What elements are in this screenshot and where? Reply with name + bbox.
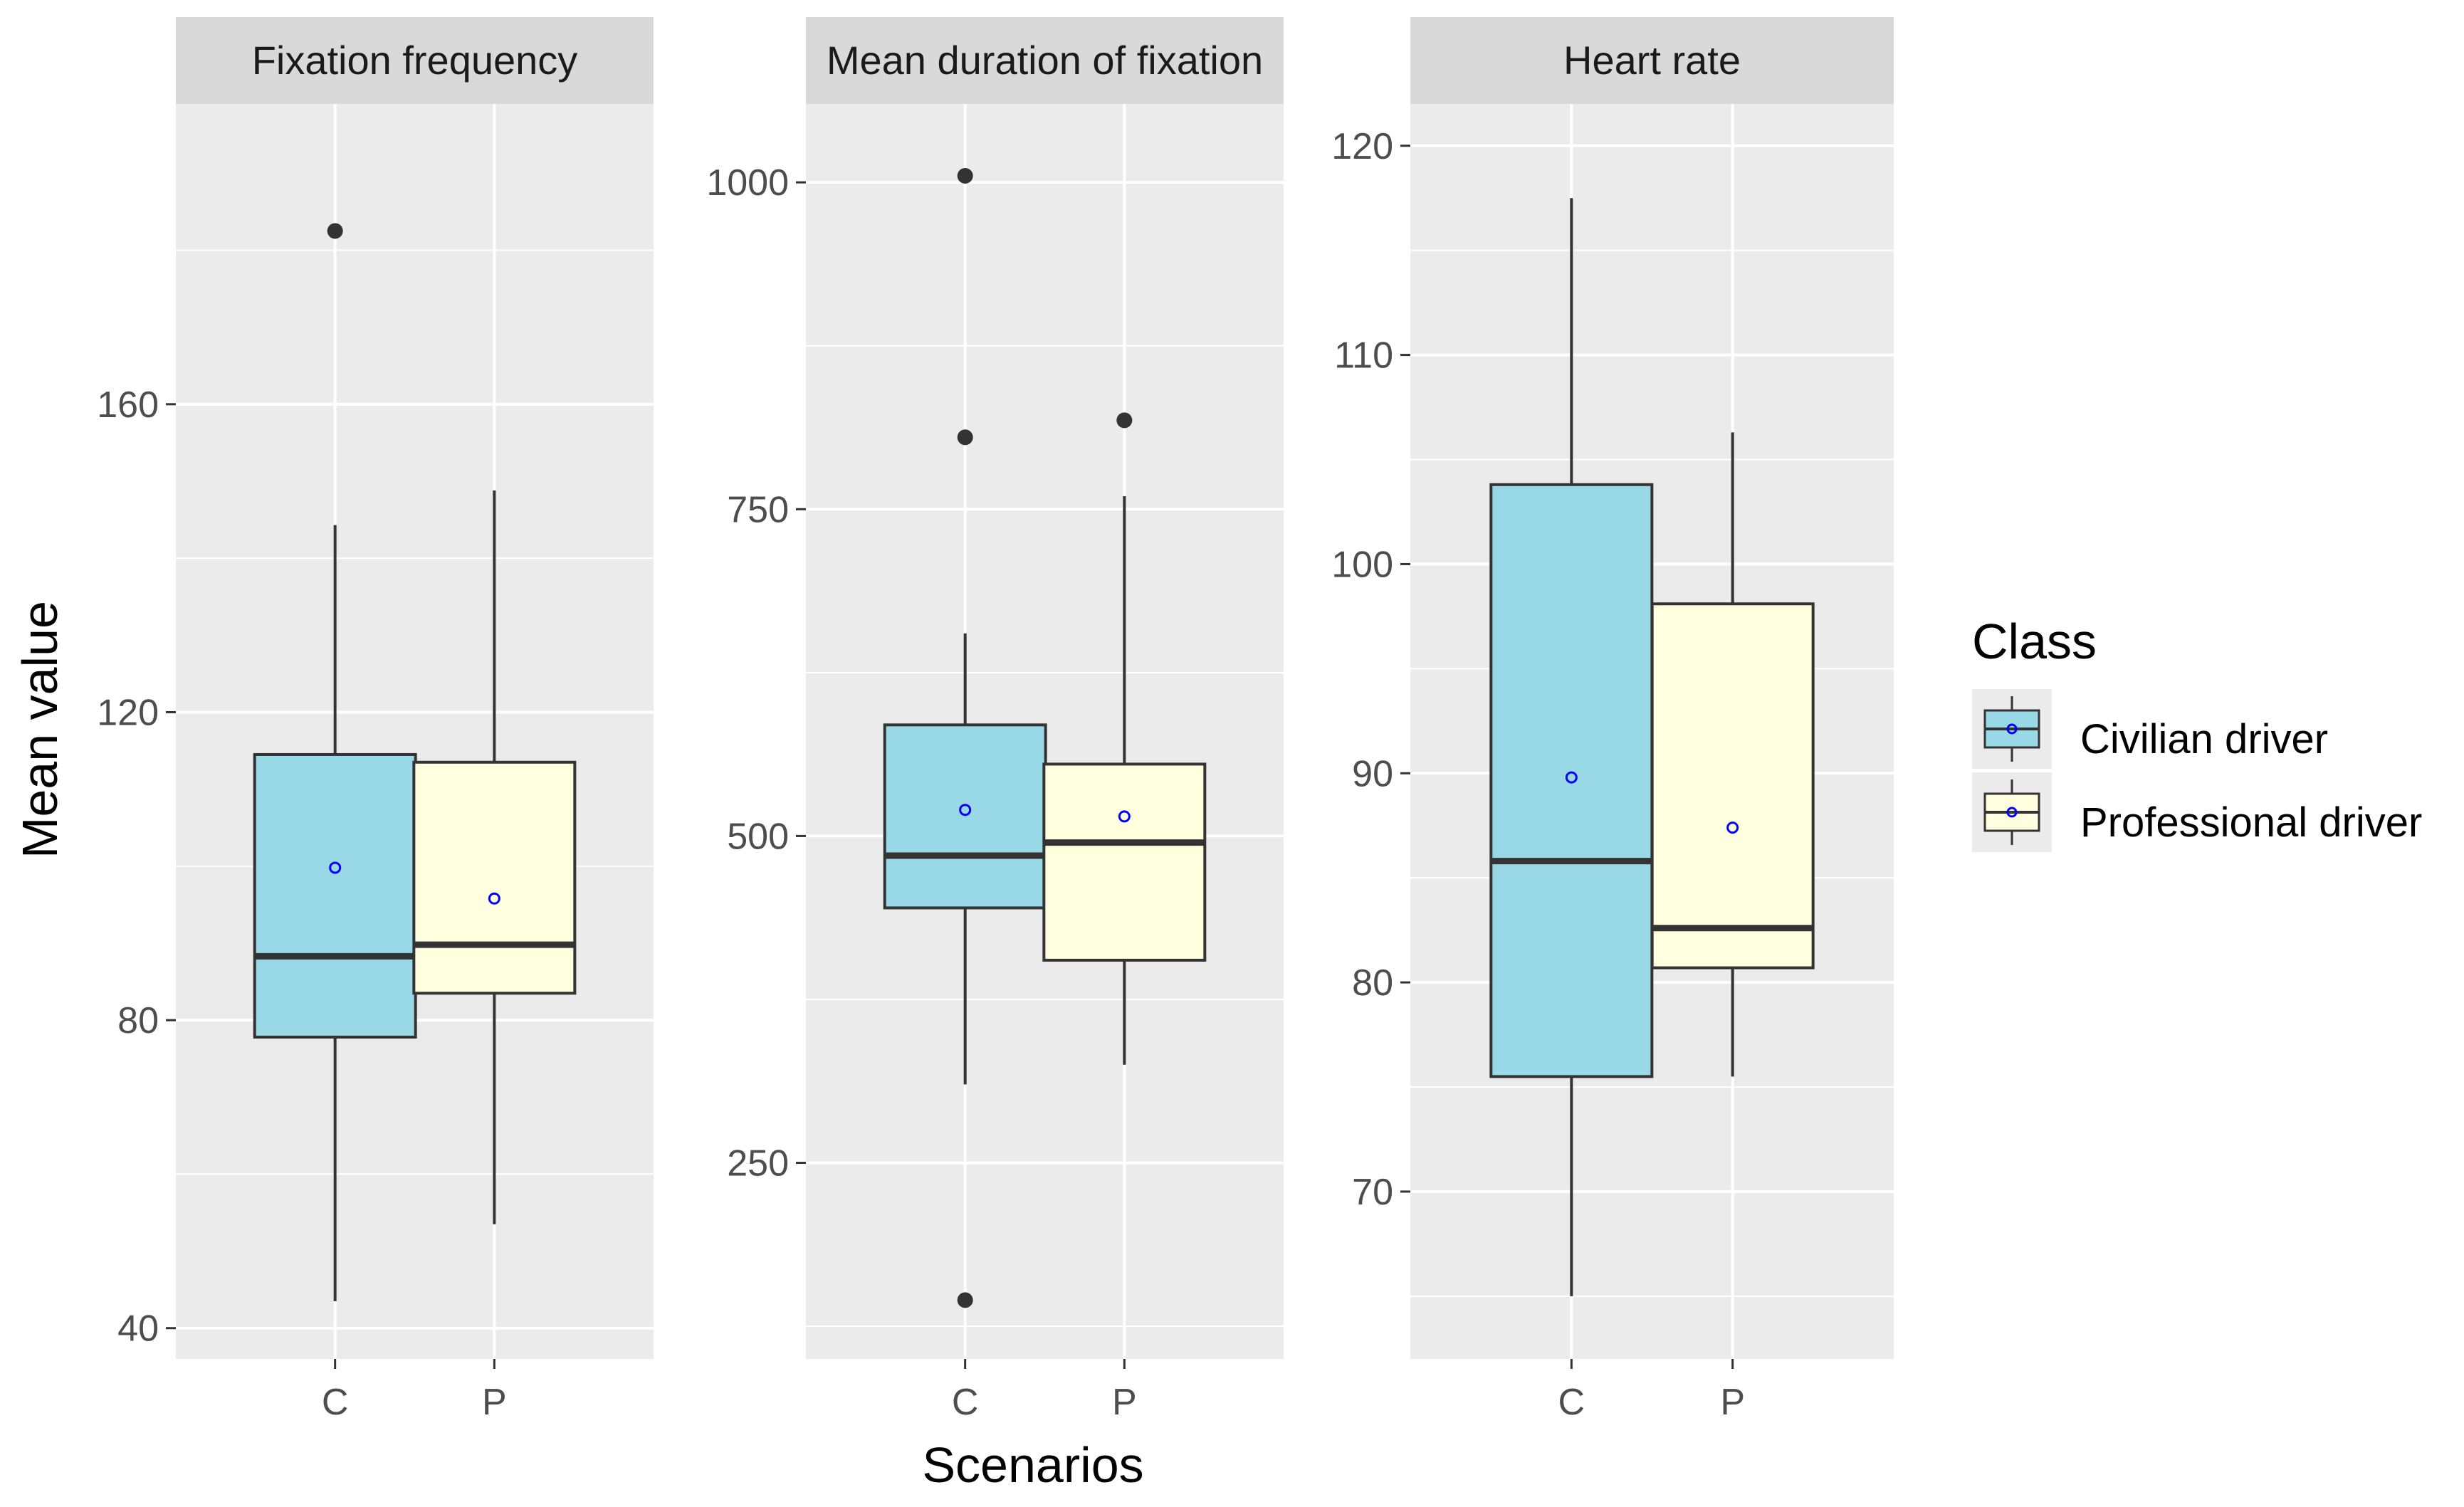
panel-background bbox=[176, 104, 654, 1359]
y-tick-label: 750 bbox=[727, 489, 789, 530]
legend-key-civilian bbox=[1972, 689, 2052, 769]
box-p bbox=[1650, 432, 1815, 1077]
panel-3: Heart rate 70 80 90 100 110 120 C P bbox=[1331, 17, 1894, 1423]
y-tick-label: 110 bbox=[1334, 335, 1393, 377]
y-tick-label: 80 bbox=[117, 1000, 159, 1041]
panel-strip bbox=[176, 17, 654, 104]
box-c bbox=[883, 168, 1047, 1308]
mean-marker bbox=[1726, 821, 1739, 834]
box-p bbox=[1042, 412, 1207, 1065]
box-iqr bbox=[412, 760, 577, 995]
panel-title: Mean duration of fixation bbox=[827, 38, 1263, 83]
outlier-point bbox=[957, 1292, 973, 1308]
legend-label-civilian: Civilian driver bbox=[2080, 716, 2328, 762]
legend-key-mean bbox=[2006, 807, 2018, 818]
legend: Class Civilian driver Professional drive… bbox=[1972, 614, 2422, 852]
panel-title: Heart rate bbox=[1563, 38, 1741, 83]
legend-label-professional: Professional driver bbox=[2080, 799, 2422, 846]
x-tick-label: C bbox=[322, 1382, 349, 1423]
mean-marker bbox=[1565, 771, 1578, 784]
y-tick-label: 90 bbox=[1352, 753, 1393, 794]
x-tick-label: C bbox=[1558, 1382, 1585, 1423]
outlier-point bbox=[1116, 412, 1133, 429]
box-iqr bbox=[1489, 483, 1654, 1078]
box-iqr bbox=[253, 752, 417, 1039]
box-c bbox=[1489, 198, 1654, 1296]
y-axis-title: Mean value bbox=[12, 601, 68, 858]
y-tick-label: 500 bbox=[727, 816, 789, 857]
legend-title: Class bbox=[1972, 614, 2097, 669]
y-tick-label: 250 bbox=[727, 1143, 789, 1185]
x-tick-label: P bbox=[1112, 1382, 1137, 1423]
legend-key-professional bbox=[1972, 772, 2052, 852]
legend-key-mean bbox=[2006, 723, 2018, 735]
panel-strip bbox=[806, 17, 1284, 104]
y-tick-label: 120 bbox=[1331, 126, 1393, 167]
y-tick-label: 160 bbox=[97, 384, 159, 426]
mean-marker bbox=[959, 804, 972, 816]
y-tick-label: 40 bbox=[117, 1308, 159, 1350]
x-tick-label: P bbox=[1720, 1382, 1745, 1423]
box-p bbox=[412, 490, 577, 1224]
x-tick-label: C bbox=[952, 1382, 979, 1423]
outlier-point bbox=[957, 429, 973, 446]
y-tick-label: 100 bbox=[1331, 544, 1393, 585]
y-tick-label: 120 bbox=[97, 692, 159, 733]
panel-title: Fixation frequency bbox=[252, 38, 578, 83]
mean-marker bbox=[329, 861, 342, 874]
outlier-point bbox=[957, 168, 973, 184]
y-tick-label: 1000 bbox=[706, 162, 789, 204]
mean-marker bbox=[1118, 810, 1131, 823]
legend-keys bbox=[1972, 689, 2052, 852]
panel-strip bbox=[1410, 17, 1894, 104]
box-iqr bbox=[1650, 602, 1815, 970]
panel-1: Fixation frequency 40 80 120 160 C P bbox=[97, 17, 654, 1423]
outlier-point bbox=[327, 223, 343, 239]
y-tick-label: 80 bbox=[1352, 962, 1393, 1004]
x-tick-label: P bbox=[482, 1382, 507, 1423]
mean-marker bbox=[488, 892, 500, 905]
box-iqr bbox=[883, 723, 1047, 910]
box-c bbox=[253, 223, 417, 1301]
panel-2: Mean duration of fixation 250 500 750 1000 C P bbox=[706, 17, 1284, 1423]
y-tick-label: 70 bbox=[1352, 1172, 1393, 1213]
box-iqr bbox=[1042, 762, 1207, 962]
x-axis-title: Scenarios bbox=[922, 1437, 1143, 1493]
